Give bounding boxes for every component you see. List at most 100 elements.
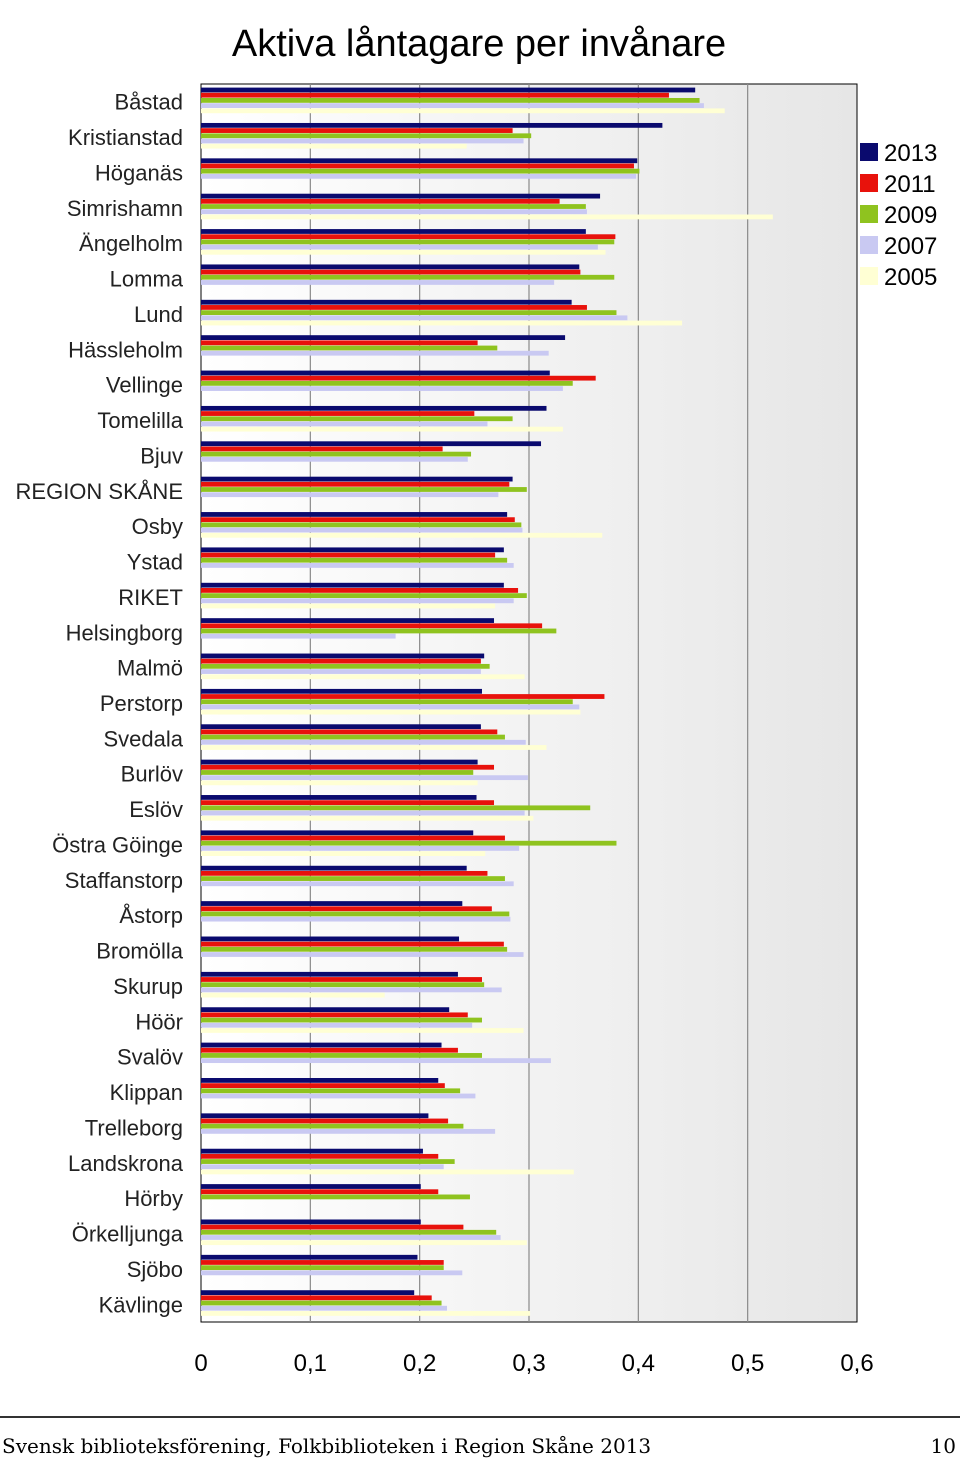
bar [201, 992, 385, 998]
bar [201, 941, 504, 947]
bar [201, 234, 616, 240]
bar [201, 901, 463, 906]
bar-group [201, 1219, 527, 1246]
bar [201, 98, 700, 103]
bar [201, 416, 513, 422]
bar [201, 563, 514, 568]
bar-group [201, 865, 514, 887]
bar [201, 552, 496, 558]
category-label: Tomelilla [97, 408, 183, 433]
category-label: Sjöbo [127, 1257, 183, 1282]
category-label: Bromölla [96, 939, 184, 964]
bar [201, 512, 508, 517]
bar [201, 709, 581, 715]
bar-group [201, 370, 596, 391]
bar [201, 1022, 473, 1028]
category-label: REGION SKÅNE [16, 479, 183, 504]
bar [201, 770, 474, 775]
bar [201, 780, 478, 786]
bar [201, 795, 477, 800]
bar [201, 168, 640, 174]
bar [201, 911, 510, 917]
category-label: Hörby [124, 1186, 183, 1211]
bar-group [201, 901, 511, 922]
bar [201, 158, 638, 164]
bar-group [201, 830, 617, 856]
category-label: Östra Göinge [52, 832, 183, 857]
bar [201, 1093, 476, 1099]
bar [201, 1042, 442, 1048]
bar-group [201, 405, 563, 432]
bar [201, 1148, 423, 1154]
bar [201, 936, 460, 942]
category-label: Lund [134, 302, 183, 327]
bar [201, 446, 443, 452]
bar [201, 1169, 574, 1175]
bar-group [201, 299, 683, 326]
bar [201, 193, 601, 199]
bar [201, 1254, 418, 1260]
bar [201, 987, 502, 993]
bar [201, 173, 637, 179]
bar [201, 835, 505, 841]
bar-group [201, 653, 525, 680]
bar [201, 663, 490, 669]
bar [201, 264, 580, 270]
bar [201, 971, 458, 977]
bar [201, 739, 526, 745]
bar-group [201, 1290, 531, 1316]
bar-group [201, 335, 566, 356]
bar [201, 881, 514, 887]
category-label: Höör [135, 1009, 183, 1034]
bar [201, 1164, 444, 1170]
x-tick-label: 0 [194, 1350, 207, 1377]
category-label: Trelleborg [85, 1115, 183, 1140]
bar [201, 103, 704, 108]
bar [201, 269, 581, 275]
bar [201, 1012, 468, 1018]
bar [201, 476, 513, 482]
bar [201, 350, 549, 356]
bar [201, 274, 615, 280]
bar [201, 305, 587, 310]
x-tick-label: 0,4 [622, 1350, 655, 1377]
bar [201, 623, 543, 629]
bar-group [201, 193, 773, 220]
category-label: Ängelholm [79, 231, 183, 256]
footer-text: Svensk biblioteksförening, Folkbibliotek… [2, 1434, 652, 1458]
bar [201, 1007, 450, 1013]
bar [201, 375, 596, 381]
legend-label: 2013 [884, 140, 937, 167]
bar [201, 1219, 421, 1225]
bar [201, 982, 485, 988]
bar [201, 163, 634, 169]
category-label: Kävlinge [99, 1292, 183, 1317]
bar [201, 335, 566, 340]
legend-swatch [860, 143, 878, 161]
bar [201, 143, 467, 149]
bar-group [201, 1148, 574, 1175]
bar [201, 340, 478, 346]
bar [201, 745, 547, 750]
bar [201, 1153, 439, 1159]
bar [201, 704, 580, 710]
bar [201, 734, 505, 740]
bar [201, 1017, 482, 1023]
bar [201, 724, 481, 730]
category-label: Örkelljunga [72, 1222, 184, 1247]
bar [201, 669, 481, 674]
legend-swatch [860, 174, 878, 192]
category-labels: Båstad Kristianstad Höganäs Simrishamn Ängel… [16, 90, 184, 1318]
bar [201, 1083, 445, 1088]
bar [201, 133, 532, 139]
bar [201, 370, 550, 376]
bar [201, 204, 586, 209]
bar [201, 198, 560, 204]
bar [201, 598, 514, 604]
bar [201, 810, 525, 816]
bar [201, 1113, 429, 1119]
category-label: Svalöv [117, 1045, 183, 1070]
bar [201, 138, 524, 144]
bar [201, 411, 475, 416]
bar [201, 699, 573, 705]
